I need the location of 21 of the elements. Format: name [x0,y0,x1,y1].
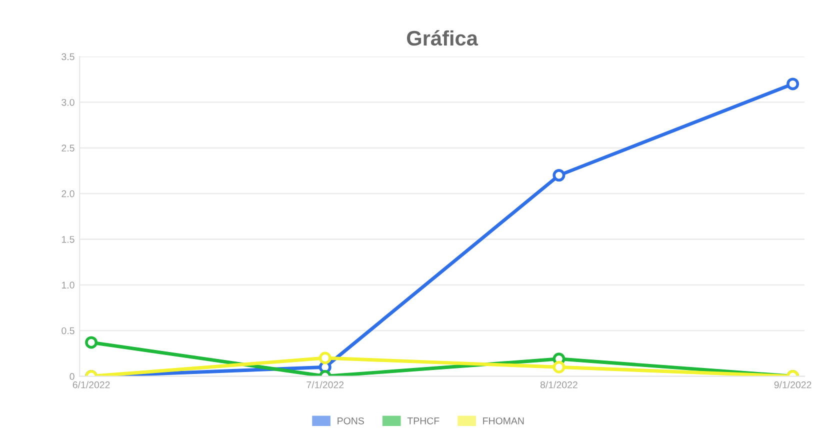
legend-label: PONS [338,417,364,424]
x-tick-label: 9/1/2022 [774,381,812,388]
legend-label: TPHCF [407,417,440,424]
point [786,78,800,90]
y-tick-label: 2.0 [62,190,74,198]
y-tick-label: 3.5 [62,53,74,60]
point [318,352,332,364]
y-tick-label: 1.0 [62,282,74,289]
chart-title: Gráfica [407,30,478,46]
legend-label: FHOMAN [483,417,524,424]
y-tick-label: 0.5 [62,327,74,334]
x-tick-label: 7/1/2022 [306,381,344,388]
y-tick-label: 3.0 [62,98,74,106]
x-tick-label: 6/1/2022 [72,381,110,388]
point [552,360,566,374]
point [85,336,98,349]
y-tick-label: 0 [70,373,74,380]
y-tick-label: 2.5 [62,144,74,152]
point [552,169,566,182]
y-tick-label: 1.5 [62,236,74,243]
x-tick-label: 8/1/2022 [540,381,578,388]
